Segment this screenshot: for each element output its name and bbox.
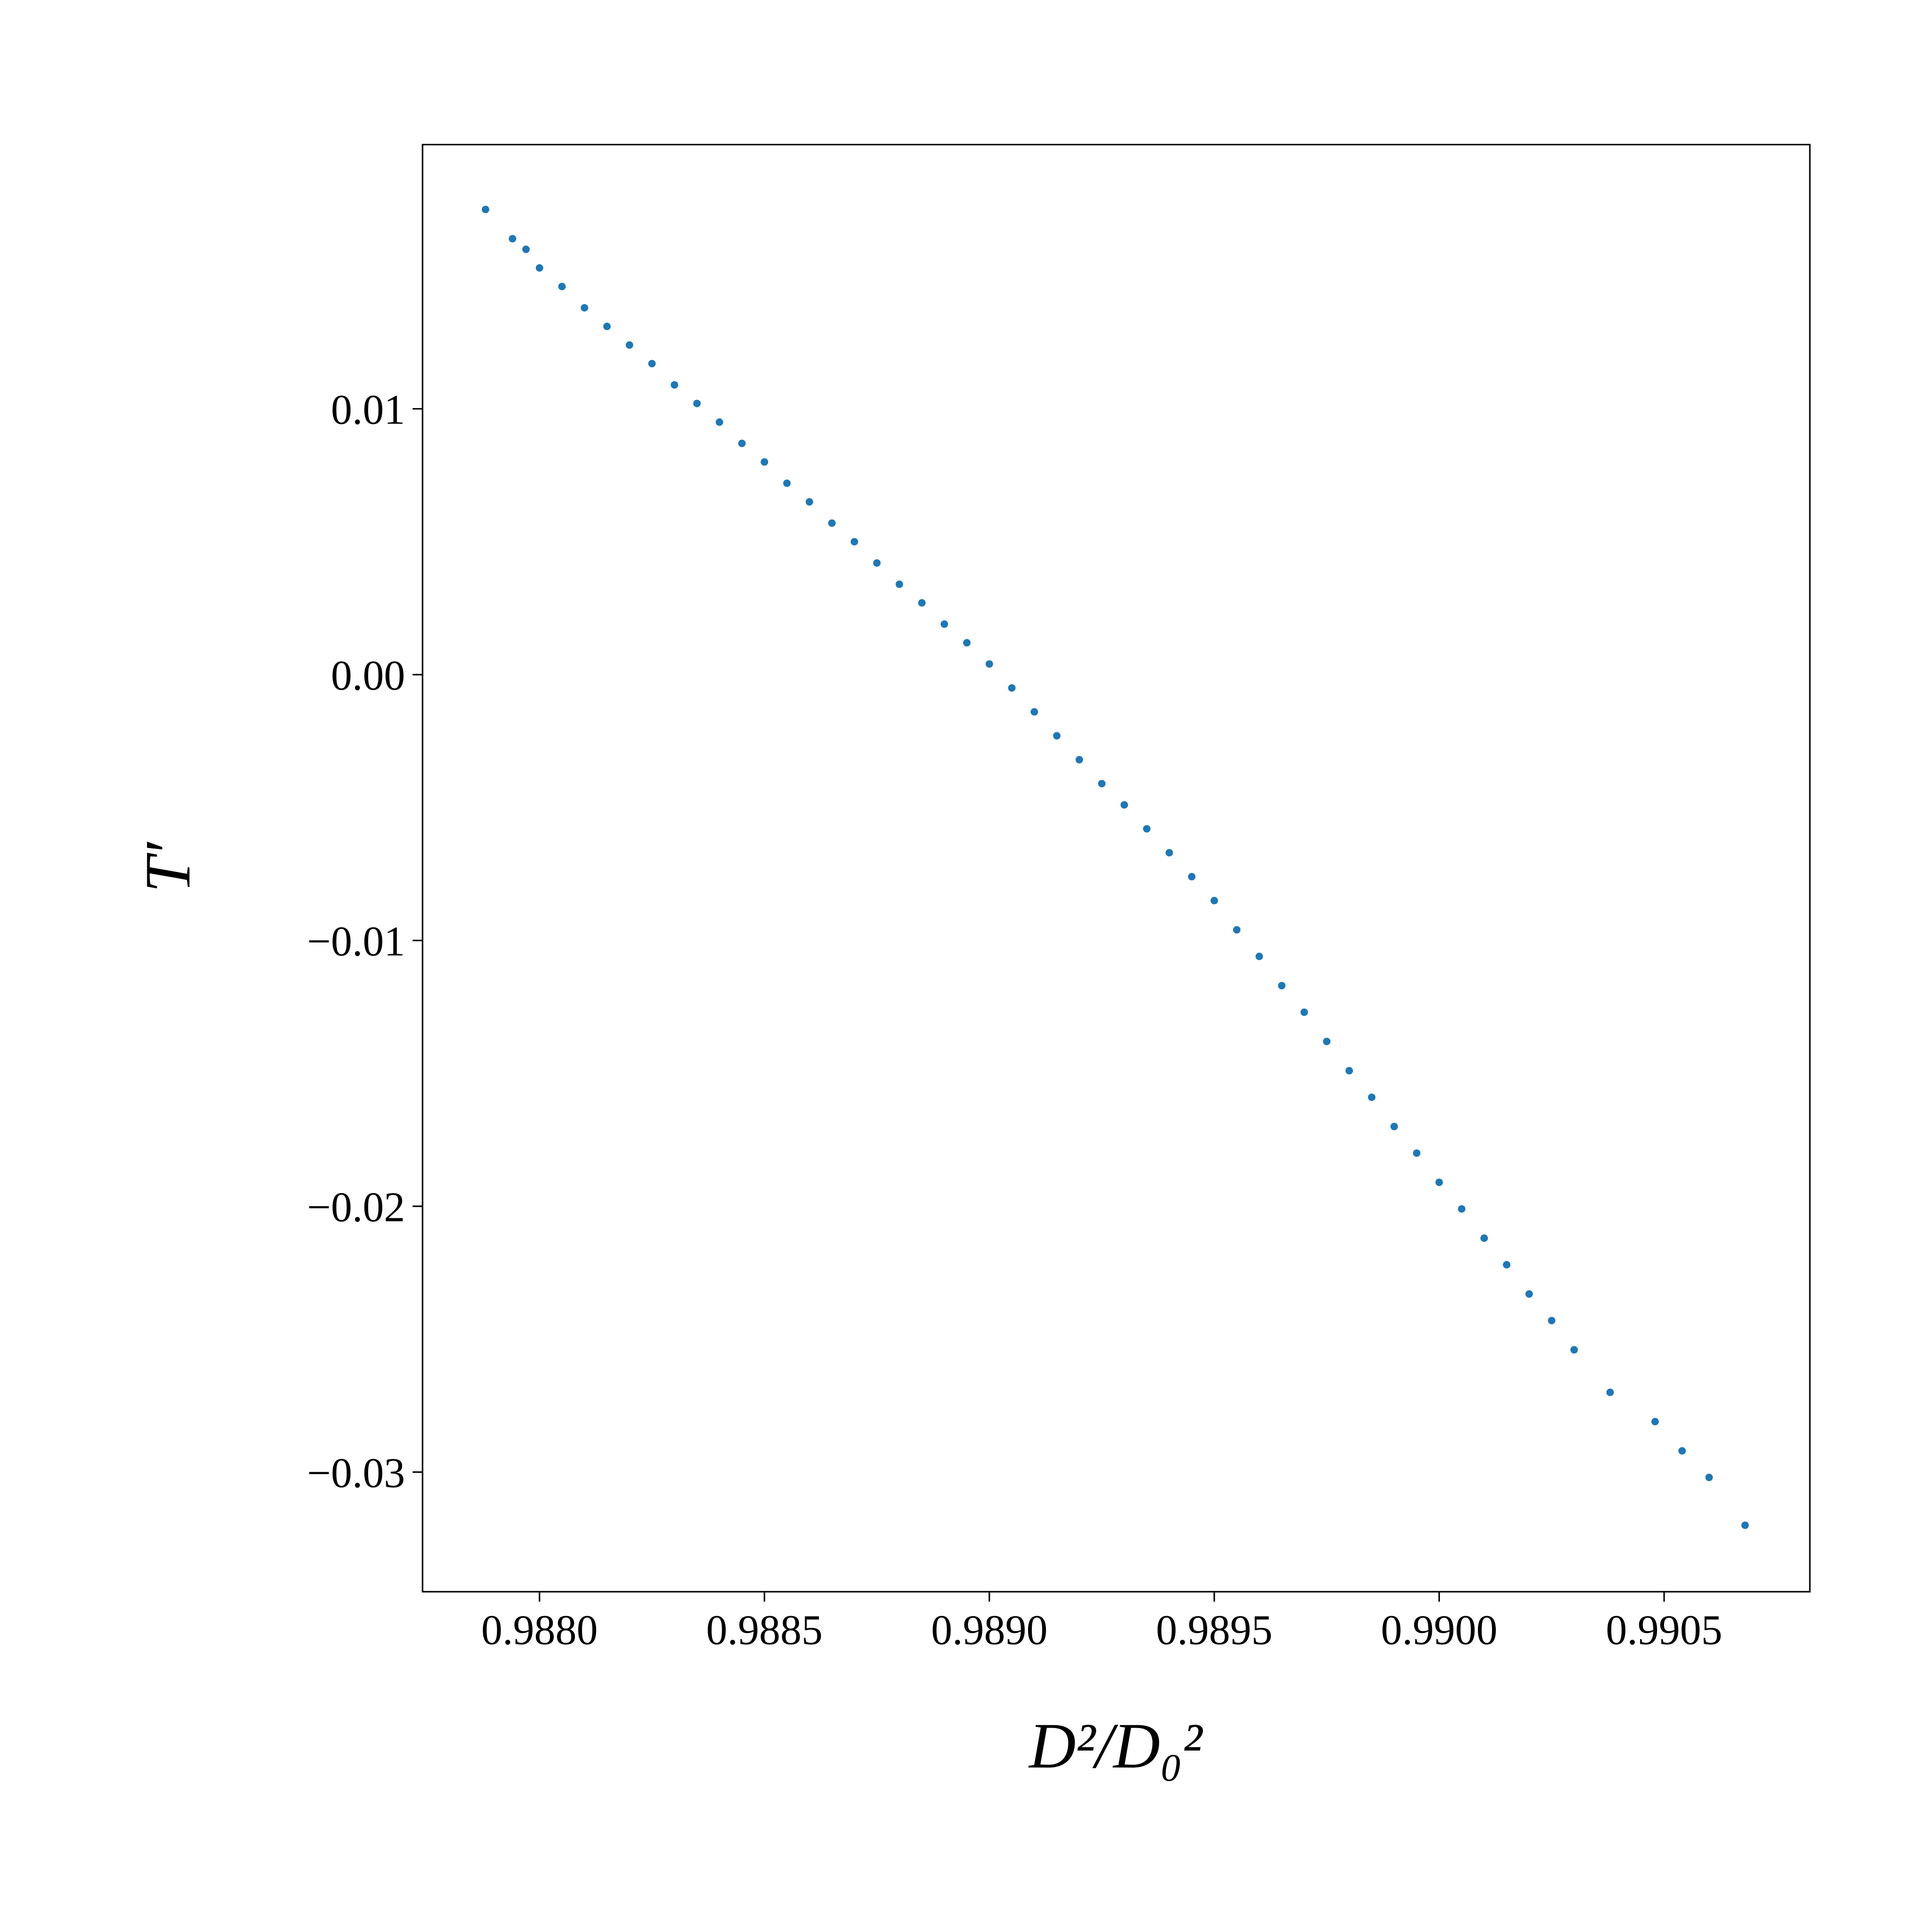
- point: [1255, 952, 1263, 960]
- point: [603, 322, 611, 330]
- point: [783, 479, 791, 487]
- point: [1705, 1473, 1713, 1481]
- point: [1413, 1149, 1421, 1157]
- point: [1233, 926, 1241, 934]
- point: [1323, 1037, 1331, 1045]
- point: [1143, 825, 1151, 833]
- point: [1651, 1418, 1659, 1426]
- point: [1678, 1447, 1686, 1455]
- point: [1390, 1123, 1398, 1131]
- point: [1030, 708, 1038, 716]
- point: [535, 264, 543, 272]
- point: [805, 498, 813, 506]
- point: [1368, 1093, 1376, 1101]
- point: [481, 205, 489, 213]
- point: [985, 660, 993, 668]
- x-tick-label: 0.9885: [706, 1606, 823, 1653]
- point: [648, 360, 656, 368]
- point: [1165, 849, 1173, 857]
- y-tick-label: −0.02: [307, 1184, 405, 1231]
- point: [828, 519, 836, 527]
- point: [895, 580, 903, 588]
- point: [1076, 756, 1084, 764]
- x-tick-label: 0.9895: [1156, 1606, 1272, 1653]
- point: [1210, 896, 1218, 904]
- point: [1188, 872, 1196, 880]
- point: [1606, 1389, 1614, 1396]
- point: [626, 341, 634, 349]
- point: [1345, 1067, 1353, 1075]
- y-tick-label: 0.01: [331, 386, 405, 433]
- point: [522, 245, 530, 253]
- point: [1053, 732, 1061, 740]
- x-tick-label: 0.9900: [1381, 1606, 1498, 1653]
- x-tick-label: 0.9880: [481, 1606, 598, 1653]
- point: [1098, 780, 1106, 787]
- y-tick-label: 0.00: [331, 652, 405, 699]
- point: [1525, 1290, 1533, 1298]
- point: [1278, 982, 1286, 990]
- point: [873, 559, 881, 567]
- point: [1480, 1234, 1488, 1242]
- x-axis-label: D²/D₀²: [1028, 1710, 1203, 1782]
- point: [670, 381, 678, 389]
- point: [1008, 684, 1016, 692]
- point: [1741, 1521, 1749, 1529]
- point: [1547, 1317, 1555, 1325]
- y-axis-label: T′: [132, 841, 204, 893]
- point: [1435, 1178, 1443, 1186]
- point: [963, 639, 971, 647]
- point: [738, 440, 746, 448]
- point: [761, 458, 769, 466]
- plot-frame: [422, 143, 1811, 1593]
- point: [558, 283, 566, 291]
- point: [918, 599, 926, 607]
- point: [693, 400, 701, 408]
- point: [1503, 1261, 1511, 1269]
- point: [1458, 1205, 1466, 1213]
- y-tick-label: −0.01: [307, 918, 405, 965]
- point: [1300, 1008, 1308, 1016]
- point: [715, 418, 723, 426]
- y-tick-label: −0.03: [307, 1449, 405, 1496]
- point: [1570, 1346, 1578, 1354]
- point: [1120, 801, 1128, 809]
- point: [850, 538, 858, 546]
- point: [941, 620, 948, 628]
- x-tick-label: 0.9905: [1606, 1606, 1722, 1653]
- x-tick-label: 0.9890: [931, 1606, 1048, 1653]
- point: [581, 304, 589, 312]
- point: [509, 235, 517, 243]
